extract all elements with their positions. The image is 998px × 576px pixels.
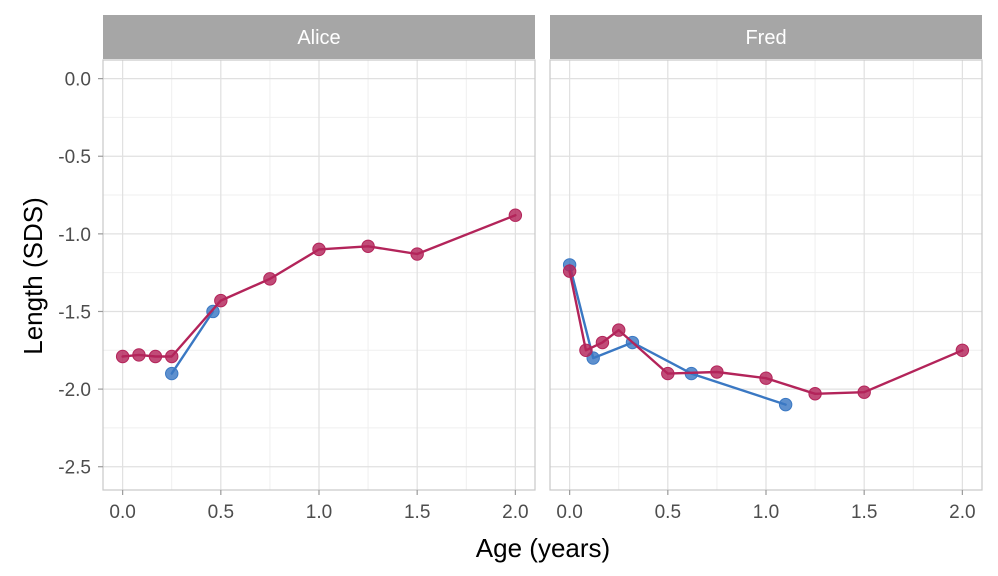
data-point-red xyxy=(508,208,523,222)
series-line-red xyxy=(568,269,964,395)
y-tick-label: -1.0 xyxy=(58,225,91,246)
y-tick-label: -2.0 xyxy=(58,380,91,401)
panel-title: Fred xyxy=(745,27,786,49)
data-point-red xyxy=(165,349,179,364)
data-point-red xyxy=(312,242,326,257)
data-point-red xyxy=(857,385,871,399)
data-point-red xyxy=(132,348,146,362)
panel-title: Alice xyxy=(297,27,340,49)
series-line-blue xyxy=(568,263,787,406)
data-point-red xyxy=(579,343,593,357)
data-point-red xyxy=(361,239,375,253)
x-tick-label: 1.5 xyxy=(851,502,877,523)
x-tick-label: 1.5 xyxy=(404,502,430,523)
data-point-red xyxy=(661,366,675,381)
y-axis-title: Length (SDS) xyxy=(18,197,48,355)
data-point-red xyxy=(214,293,228,308)
x-tick-label: 0.0 xyxy=(556,502,582,523)
x-tick-label: 2.0 xyxy=(502,502,528,523)
data-point-red xyxy=(410,247,424,261)
series-line-red xyxy=(121,213,517,358)
data-point-red xyxy=(595,335,610,350)
data-point-red xyxy=(710,365,724,379)
data-point-red xyxy=(115,349,130,364)
y-tick-label: -2.5 xyxy=(58,458,91,479)
data-point-blue xyxy=(778,397,793,412)
x-tick-label: 2.0 xyxy=(949,502,975,523)
x-tick-label: 0.5 xyxy=(208,502,234,523)
data-point-red xyxy=(562,264,577,278)
panel-1: Fred 0.0 0.5 1.0 1.5 2.0 xyxy=(549,15,983,523)
data-point-blue xyxy=(165,366,179,381)
x-axis-title: Age (years) xyxy=(476,533,610,563)
data-point-red xyxy=(612,323,626,337)
x-tick-label: 0.5 xyxy=(655,502,681,523)
y-tick-label: -1.5 xyxy=(58,302,91,323)
panel-0: Alice 0.0 0.5 1.0 1.5 2.0 0.0 -0.5 -1.0 -1.5 -2.0 -… xyxy=(58,15,536,523)
data-point-red xyxy=(148,349,163,364)
data-point-red xyxy=(263,272,277,286)
data-point-red xyxy=(759,371,773,385)
x-tick-label: 1.0 xyxy=(753,502,779,523)
y-tick-label: -0.5 xyxy=(58,147,91,168)
panels: Alice 0.0 0.5 1.0 1.5 2.0 0.0 -0.5 -1.0 -1.5 -2.0 -… xyxy=(58,15,983,523)
data-point-red xyxy=(955,343,970,357)
series-line-blue xyxy=(170,310,215,375)
y-tick-label: 0.0 xyxy=(65,70,91,91)
panel-strip xyxy=(550,15,982,59)
x-tick-label: 1.0 xyxy=(306,502,332,523)
panel-strip xyxy=(103,15,535,59)
x-tick-label: 0.0 xyxy=(109,502,135,523)
data-point-red xyxy=(808,387,822,401)
